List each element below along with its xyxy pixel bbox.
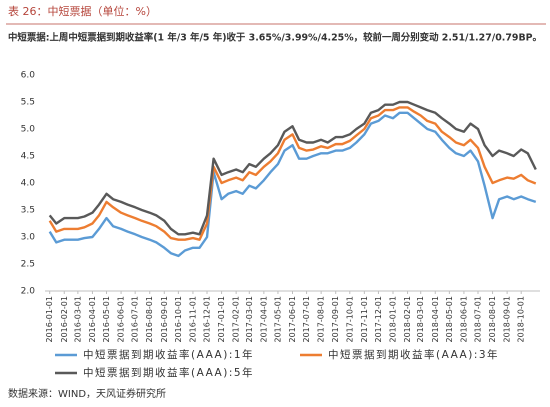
x-tick-label: 2016-07-01	[131, 296, 140, 343]
y-tick-label: 6.0	[21, 71, 36, 81]
x-tick-label: 2018-10-01	[517, 296, 526, 343]
x-tick-label: 2016-05-01	[102, 296, 111, 343]
y-tick-label: 4.5	[21, 152, 35, 162]
y-tick-label: 2.0	[21, 287, 36, 297]
x-tick-label: 2017-06-01	[288, 296, 297, 343]
x-tick-label: 2018-09-01	[503, 296, 512, 343]
x-tick-label: 2017-11-01	[360, 296, 369, 343]
x-tick-label: 2018-04-01	[431, 296, 440, 343]
x-tick-label: 2017-09-01	[331, 296, 340, 343]
x-tick-label: 2016-09-01	[160, 296, 169, 343]
x-tick-label: 2017-02-01	[232, 296, 241, 343]
x-tick-label: 2018-05-01	[445, 296, 454, 343]
source-note: 数据来源：WIND，天风证券研究所	[8, 387, 166, 400]
x-tick-label: 2016-10-01	[174, 296, 183, 343]
x-tick-label: 2017-07-01	[302, 296, 311, 343]
series-line	[48, 106, 537, 241]
chart-title: 表 26：中短票据（单位：%）	[8, 4, 157, 18]
y-tick-label: 4.0	[21, 179, 36, 189]
x-tick-label: 2016-12-01	[203, 296, 212, 343]
x-tick-label: 2018-06-01	[459, 296, 468, 343]
x-tick-label: 2017-08-01	[317, 296, 326, 343]
x-tick-label: 2016-11-01	[188, 296, 197, 343]
y-tick-label: 3.0	[21, 233, 36, 243]
x-tick-label: 2016-08-01	[145, 296, 154, 343]
x-tick-label: 2016-01-01	[45, 296, 54, 343]
y-tick-label: 2.5	[21, 260, 35, 270]
legend-label: 中短票据到期收益率(AAA):3年	[328, 348, 499, 361]
series-line	[48, 100, 537, 236]
x-tick-label: 2018-07-01	[474, 296, 483, 343]
x-tick-label: 2016-02-01	[60, 296, 69, 343]
y-tick-label: 3.5	[21, 206, 35, 216]
x-tick-label: 2017-12-01	[374, 296, 383, 343]
x-tick-label: 2016-03-01	[73, 296, 82, 343]
x-tick-label: 2016-04-01	[88, 296, 97, 343]
x-tick-label: 2018-01-01	[389, 296, 398, 343]
x-tick-label: 2017-10-01	[345, 296, 354, 343]
x-tick-label: 2017-01-01	[217, 296, 226, 343]
legend-label: 中短票据到期收益率(AAA):5年	[83, 366, 254, 379]
chart-subtitle: 中短票据:上周中短票据到期收益率(1 年/3 年/5 年)收于 3.65%/3.…	[8, 32, 542, 44]
legend-label: 中短票据到期收益率(AAA):1年	[83, 348, 254, 361]
x-tick-label: 2018-02-01	[403, 296, 412, 343]
y-tick-label: 5.0	[21, 125, 36, 135]
x-tick-label: 2017-03-01	[245, 296, 254, 343]
y-tick-label: 5.5	[21, 98, 35, 108]
x-tick-label: 2018-08-01	[488, 296, 497, 343]
series-line	[48, 111, 537, 258]
x-tick-label: 2018-03-01	[416, 296, 425, 343]
x-tick-label: 2017-05-01	[273, 296, 282, 343]
x-tick-label: 2017-04-01	[259, 296, 268, 343]
x-tick-label: 2016-06-01	[117, 296, 126, 343]
